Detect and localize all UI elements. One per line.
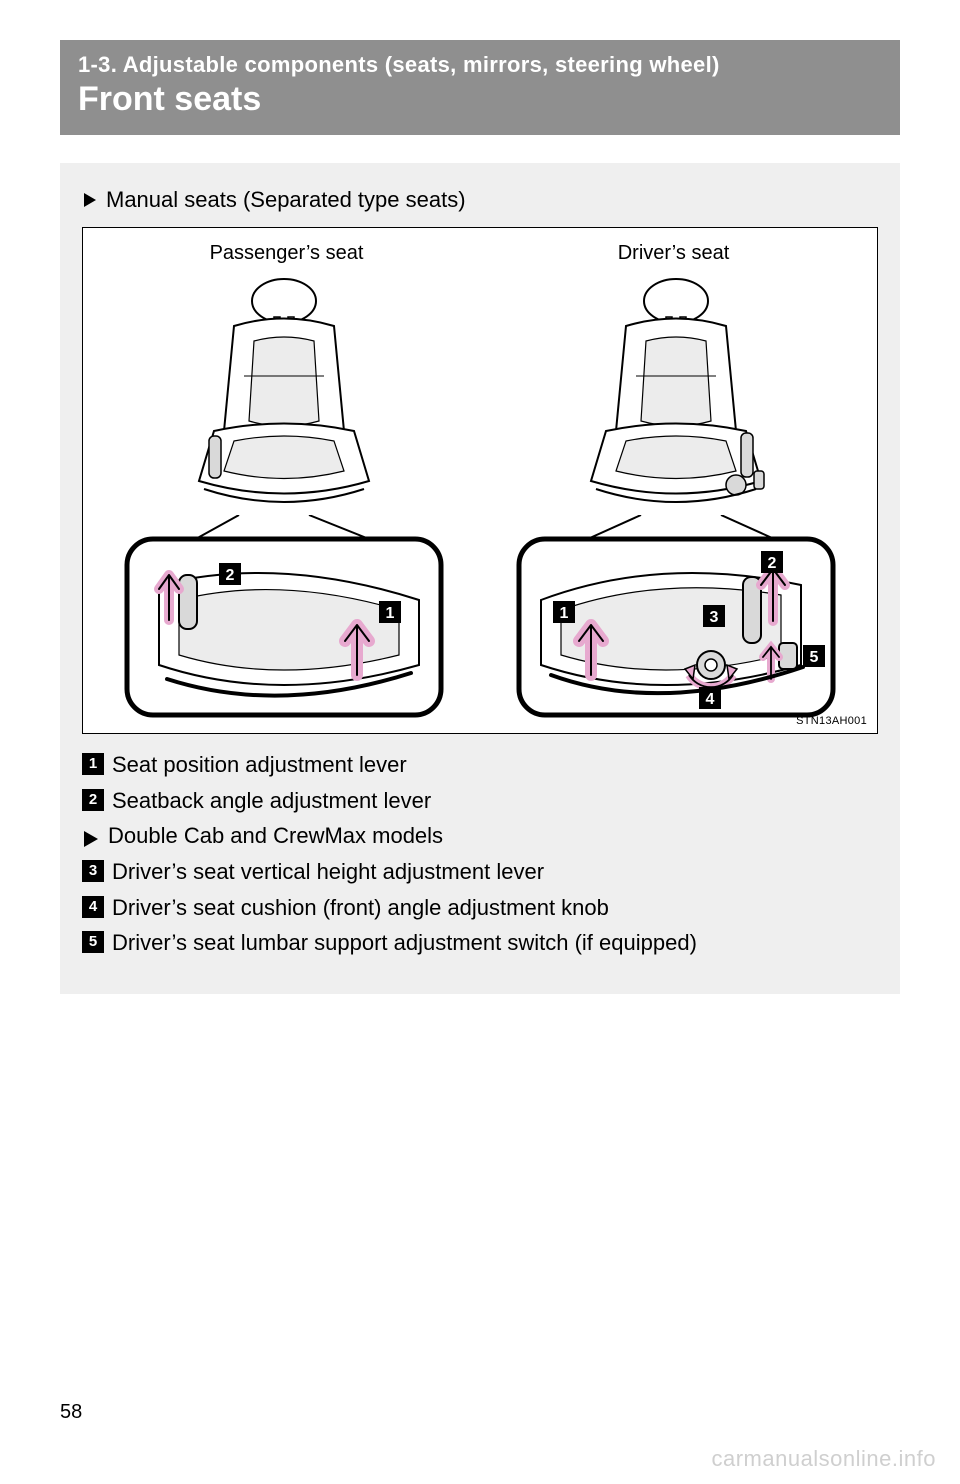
driver-callout-icon: 1 2 3 (511, 515, 841, 725)
passenger-callout-icon: 2 1 (119, 515, 449, 725)
figure-top-labels: Passenger’s seat Driver’s seat (93, 242, 867, 265)
svg-text:2: 2 (768, 555, 777, 572)
triangle-right-icon (82, 192, 98, 208)
manual-page: 1-3. Adjustable components (seats, mirro… (0, 0, 960, 1484)
svg-text:1: 1 (386, 605, 395, 622)
svg-text:5: 5 (810, 649, 819, 666)
svg-text:3: 3 (710, 609, 719, 626)
passenger-seat-icon (144, 271, 424, 521)
legend-item-2: 2 Seatback angle adjustment lever (82, 786, 878, 816)
passenger-seat-col (93, 271, 475, 521)
subheading-text: Manual seats (Separated type seats) (106, 187, 466, 213)
legend-item-3: 3 Driver’s seat vertical height adjustme… (82, 857, 878, 887)
legend-text-3: Driver’s seat vertical height adjustment… (112, 857, 544, 887)
legend-text-2: Seatback angle adjustment lever (112, 786, 431, 816)
badge-5-icon: 5 (82, 931, 104, 953)
section-title: Front seats (78, 80, 882, 119)
driver-seat-icon (536, 271, 816, 521)
content-box: Manual seats (Separated type seats) Pass… (60, 163, 900, 994)
svg-text:4: 4 (706, 691, 715, 708)
watermark: carmanualsonline.info (711, 1446, 936, 1472)
subheading: Manual seats (Separated type seats) (82, 187, 878, 213)
passenger-seat-label: Passenger’s seat (93, 242, 480, 265)
driver-seat-col (485, 271, 867, 521)
figure-frame: Passenger’s seat Driver’s seat (82, 227, 878, 734)
legend-text-4: Driver’s seat cushion (front) angle adju… (112, 893, 609, 923)
legend-text-5: Driver’s seat lumbar support adjustment … (112, 928, 697, 958)
svg-text:2: 2 (226, 567, 235, 584)
driver-callout: 1 2 3 (485, 515, 867, 725)
badge-3-icon: 3 (82, 860, 104, 882)
legend: 1 Seat position adjustment lever 2 Seatb… (82, 750, 878, 958)
badge-4-icon: 4 (82, 896, 104, 918)
seats-row (93, 271, 867, 521)
legend-item-5: 5 Driver’s seat lumbar support adjustmen… (82, 928, 878, 958)
legend-text-tri: Double Cab and CrewMax models (108, 821, 443, 851)
badge-1-icon: 1 (82, 753, 104, 775)
section-number: 1-3. Adjustable components (seats, mirro… (78, 52, 882, 78)
section-header: 1-3. Adjustable components (seats, mirro… (60, 40, 900, 135)
legend-item-1: 1 Seat position adjustment lever (82, 750, 878, 780)
badge-2-icon: 2 (82, 789, 104, 811)
triangle-right-icon (82, 826, 100, 844)
legend-item-tri: Double Cab and CrewMax models (82, 821, 878, 851)
legend-item-4: 4 Driver’s seat cushion (front) angle ad… (82, 893, 878, 923)
figure-code: STN13AH001 (796, 715, 867, 727)
page-number: 58 (60, 1401, 82, 1424)
svg-text:1: 1 (560, 605, 569, 622)
legend-text-1: Seat position adjustment lever (112, 750, 407, 780)
callouts-row: 2 1 (93, 515, 867, 725)
driver-seat-label: Driver’s seat (480, 242, 867, 265)
passenger-callout: 2 1 (93, 515, 475, 725)
